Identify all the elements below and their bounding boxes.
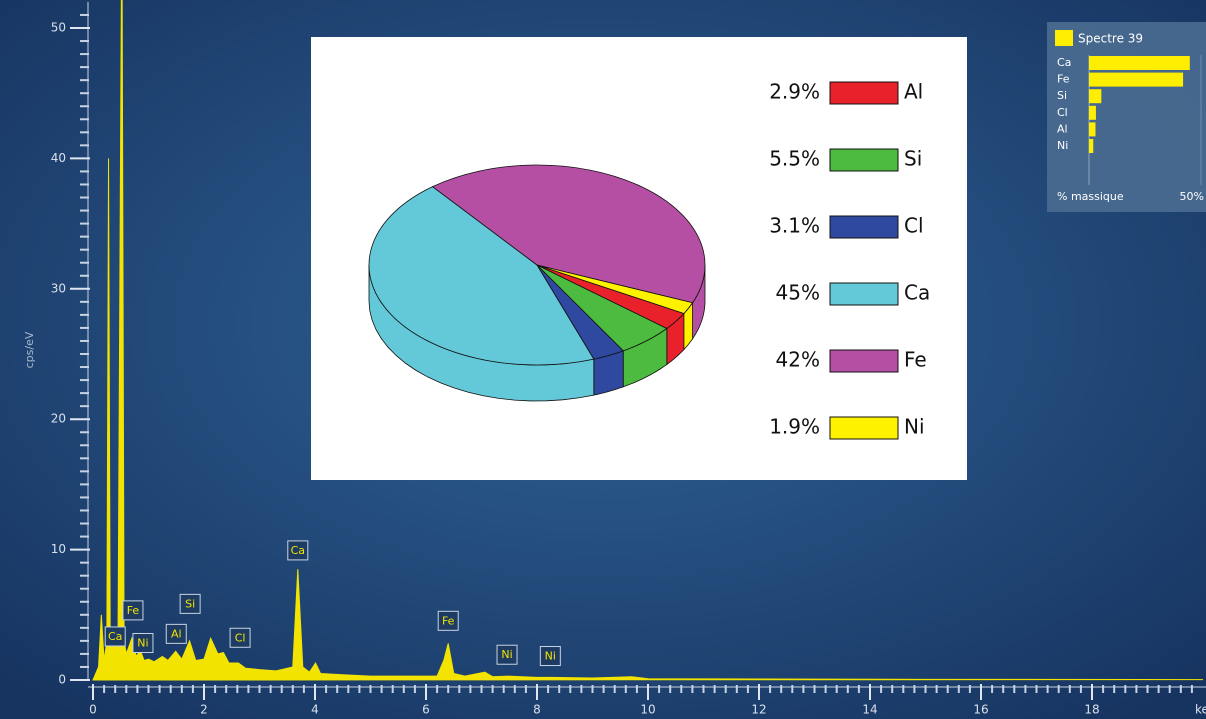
x-tick-label: 8 xyxy=(533,703,541,717)
peak-label-box xyxy=(104,626,126,647)
peak-label: Ca xyxy=(108,630,122,643)
mini-category: Fe xyxy=(1057,73,1070,86)
peak-label: Ni xyxy=(545,650,556,663)
mini-tick-label: 50% xyxy=(1180,190,1204,203)
mini-bar xyxy=(1089,105,1096,120)
mini-bar xyxy=(1089,89,1102,104)
legend-label: Fe xyxy=(904,348,927,372)
mini-axis-label: % massique xyxy=(1057,190,1124,203)
legend-swatch xyxy=(829,148,899,172)
y-tick-label: 20 xyxy=(51,412,66,426)
peak-label: Ni xyxy=(137,636,148,649)
y-axis-label: cps/eV xyxy=(23,331,36,368)
peak-label: Fe xyxy=(442,614,455,627)
x-tick-label: 18 xyxy=(1084,703,1099,717)
peak-label: Cl xyxy=(235,631,246,644)
spectrum xyxy=(92,0,1204,681)
peak-label-box xyxy=(165,623,187,644)
mini-bar xyxy=(1089,72,1184,87)
legend-swatch xyxy=(829,282,899,306)
x-tick-label: 2 xyxy=(200,703,208,717)
x-axis-label: keV xyxy=(1195,703,1206,717)
mini-bar xyxy=(1089,56,1190,70)
legend-swatch xyxy=(829,215,899,239)
legend-value: 45% xyxy=(776,281,820,305)
legend-value: 5.5% xyxy=(769,147,820,171)
y-tick-label: 30 xyxy=(51,281,66,295)
legend-value: 1.9% xyxy=(769,415,820,439)
peak-label-box xyxy=(179,593,201,614)
x-tick-label: 4 xyxy=(311,703,319,717)
y-tick-label: 10 xyxy=(51,542,66,556)
legend-swatch xyxy=(829,416,899,440)
x-tick-label: 6 xyxy=(422,703,430,717)
mini-category: Ni xyxy=(1057,139,1068,152)
peak-label: Si xyxy=(185,597,195,610)
pie-slice xyxy=(431,164,706,304)
mini-bar xyxy=(1089,122,1096,137)
peak-label-box xyxy=(437,610,459,631)
peak-label-box xyxy=(287,540,309,561)
peak-label: Ni xyxy=(501,648,512,661)
x-tick-label: 16 xyxy=(973,703,988,717)
mini-category: Si xyxy=(1057,89,1067,102)
mini-category: Ca xyxy=(1057,56,1071,69)
y-tick-label: 40 xyxy=(51,151,66,165)
mini-category: Cl xyxy=(1057,106,1068,119)
y-tick-label: 0 xyxy=(58,673,66,687)
title-swatch xyxy=(1055,30,1073,46)
peak-label: Ca xyxy=(291,544,305,557)
legend-label: Ni xyxy=(904,415,925,439)
peak-label: Fe xyxy=(127,604,140,617)
peak-label-box xyxy=(132,632,154,653)
legend-value: 42% xyxy=(776,348,820,372)
legend-swatch xyxy=(829,81,899,105)
legend-label: Cl xyxy=(904,214,924,238)
legend-label: Si xyxy=(904,147,922,171)
peak-label-box xyxy=(229,627,251,648)
y-tick-label: 50 xyxy=(51,21,66,35)
peak-label-box xyxy=(539,646,561,667)
x-tick-label: 12 xyxy=(751,703,766,717)
pie-slice xyxy=(368,186,595,366)
pie-slice xyxy=(536,264,694,314)
legend-label: Ca xyxy=(904,281,930,305)
x-tick-label: 10 xyxy=(640,703,655,717)
peak-label-box xyxy=(122,600,144,621)
legend-value: 3.1% xyxy=(769,214,820,238)
mini-panel xyxy=(1047,22,1206,212)
mini-category: Al xyxy=(1057,122,1068,135)
mini-bar xyxy=(1089,139,1094,153)
peak-label-box xyxy=(496,644,518,665)
mini-title: Spectre 39 xyxy=(1078,32,1143,46)
x-tick-label: 0 xyxy=(89,703,97,717)
legend-value: 2.9% xyxy=(769,80,820,104)
peak-label: Al xyxy=(171,627,182,640)
legend-swatch xyxy=(829,349,899,373)
x-tick-label: 14 xyxy=(862,703,877,717)
legend-label: Al xyxy=(904,80,923,104)
